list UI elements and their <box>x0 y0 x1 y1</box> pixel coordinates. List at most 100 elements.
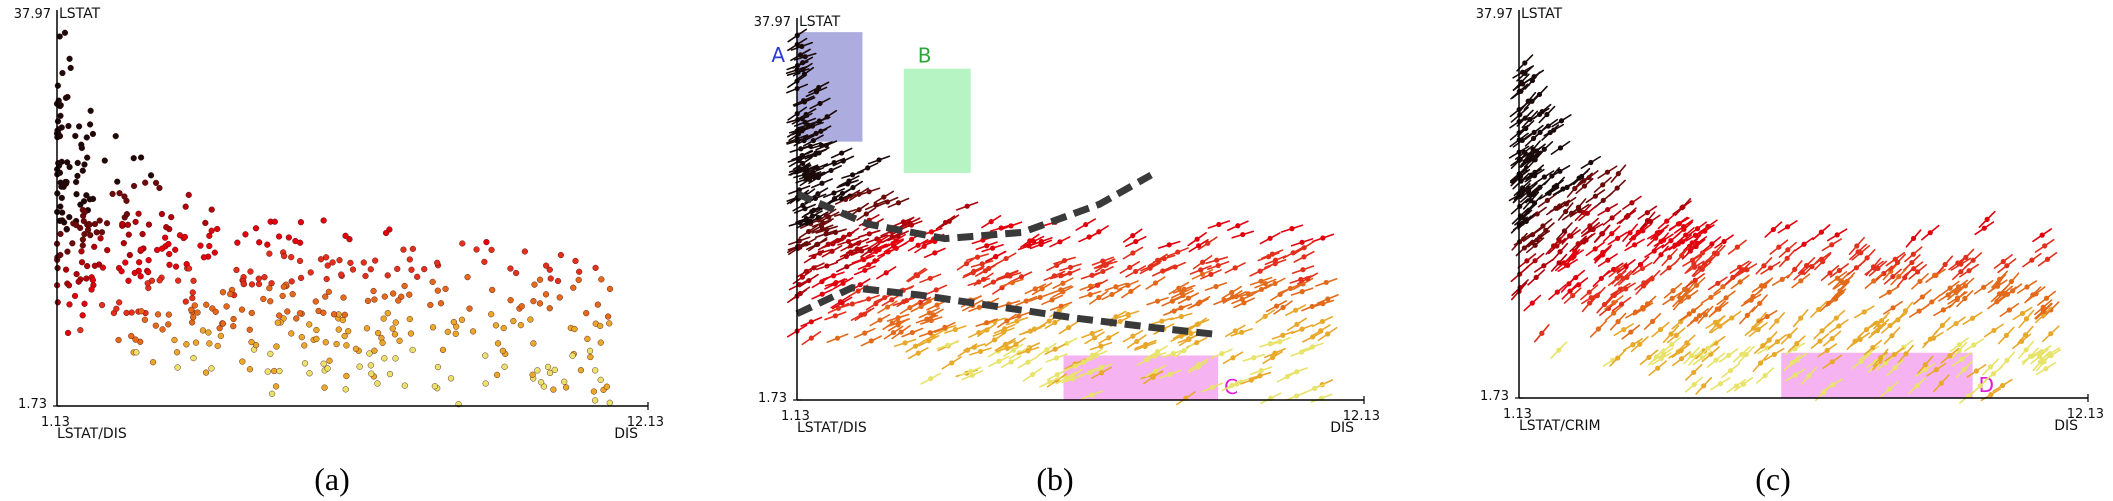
data-point <box>1798 278 1804 284</box>
data-point <box>71 292 79 300</box>
data-point <box>431 383 438 390</box>
data-point <box>1654 230 1660 236</box>
data-point <box>1289 226 1295 232</box>
data-point <box>571 325 578 333</box>
x-axis-label: LSTAT/DIS <box>797 420 867 436</box>
data-point <box>801 97 807 104</box>
data-point <box>1544 111 1550 118</box>
data-point <box>866 189 872 195</box>
data-point <box>597 339 604 346</box>
data-point <box>529 371 536 378</box>
data-point <box>1600 197 1606 204</box>
data-point <box>513 269 520 277</box>
data-point <box>598 276 605 283</box>
data-point <box>274 319 281 326</box>
data-point <box>1678 319 1684 325</box>
data-point <box>401 282 408 290</box>
data-point <box>1615 235 1621 241</box>
data-point <box>493 371 501 379</box>
data-point <box>1886 386 1893 392</box>
data-point <box>1959 356 1965 362</box>
data-point <box>2006 307 2012 313</box>
data-point <box>1771 351 1777 358</box>
data-point <box>118 268 125 275</box>
data-point <box>1945 292 1951 298</box>
data-point <box>1148 263 1154 269</box>
data-point <box>1152 280 1159 286</box>
data-point <box>123 309 130 316</box>
data-point <box>1046 318 1052 324</box>
data-point <box>1658 356 1664 362</box>
data-point <box>152 322 159 329</box>
data-point <box>1047 379 1053 385</box>
data-point <box>371 347 378 354</box>
data-point <box>1891 351 1897 358</box>
data-point <box>1691 261 1697 267</box>
data-point <box>172 263 180 270</box>
data-point <box>1646 354 1652 360</box>
data-point <box>206 232 213 239</box>
data-point <box>1987 364 1994 370</box>
data-point <box>89 276 96 284</box>
data-point <box>285 234 292 241</box>
data-point <box>1526 192 1532 198</box>
data-point <box>1836 267 1842 274</box>
data-point <box>1833 315 1839 321</box>
data-point <box>73 191 80 198</box>
data-point <box>1300 267 1306 273</box>
data-point <box>1595 326 1602 332</box>
data-point <box>74 159 81 167</box>
data-point <box>823 231 829 237</box>
data-point <box>1049 297 1055 303</box>
data-point <box>1277 291 1283 298</box>
data-point <box>1750 293 1756 300</box>
data-point <box>817 100 823 107</box>
data-point <box>1262 280 1268 287</box>
data-point <box>191 302 198 309</box>
data-point <box>603 383 610 390</box>
data-point <box>809 213 815 219</box>
data-point <box>1598 275 1604 282</box>
data-point <box>1961 366 1967 373</box>
data-point <box>1065 325 1072 331</box>
data-point <box>840 280 846 286</box>
data-point <box>1699 250 1706 256</box>
data-point <box>1109 291 1115 298</box>
data-point <box>247 268 254 275</box>
data-point <box>176 232 184 239</box>
data-point <box>185 191 192 199</box>
data-point <box>863 211 869 217</box>
data-point <box>382 229 390 237</box>
data-point <box>811 207 817 213</box>
data-point <box>1054 262 1060 269</box>
data-point <box>447 375 455 382</box>
data-point <box>1144 357 1150 363</box>
data-point <box>166 250 173 258</box>
data-point <box>1927 230 1933 236</box>
data-point <box>1098 364 1104 370</box>
data-point <box>993 253 999 260</box>
data-point <box>908 236 915 243</box>
data-point <box>125 231 132 238</box>
data-point <box>1166 242 1172 248</box>
data-point <box>1039 286 1045 292</box>
data-point <box>1004 318 1010 324</box>
data-point <box>392 355 399 362</box>
data-point <box>488 311 495 318</box>
data-point <box>208 206 215 213</box>
data-point <box>882 294 888 301</box>
data-point <box>1525 208 1531 215</box>
x-tick-right: 12.13 <box>1343 409 1380 424</box>
data-point <box>1267 235 1273 241</box>
data-point <box>1573 274 1579 281</box>
data-point <box>91 243 98 250</box>
data-point <box>469 328 477 335</box>
data-point <box>1032 286 1038 292</box>
data-point <box>1128 288 1134 294</box>
data-point <box>342 386 349 393</box>
data-point <box>1570 292 1576 299</box>
data-point <box>1816 306 1822 312</box>
data-point <box>1611 310 1617 316</box>
data-point <box>408 266 415 273</box>
